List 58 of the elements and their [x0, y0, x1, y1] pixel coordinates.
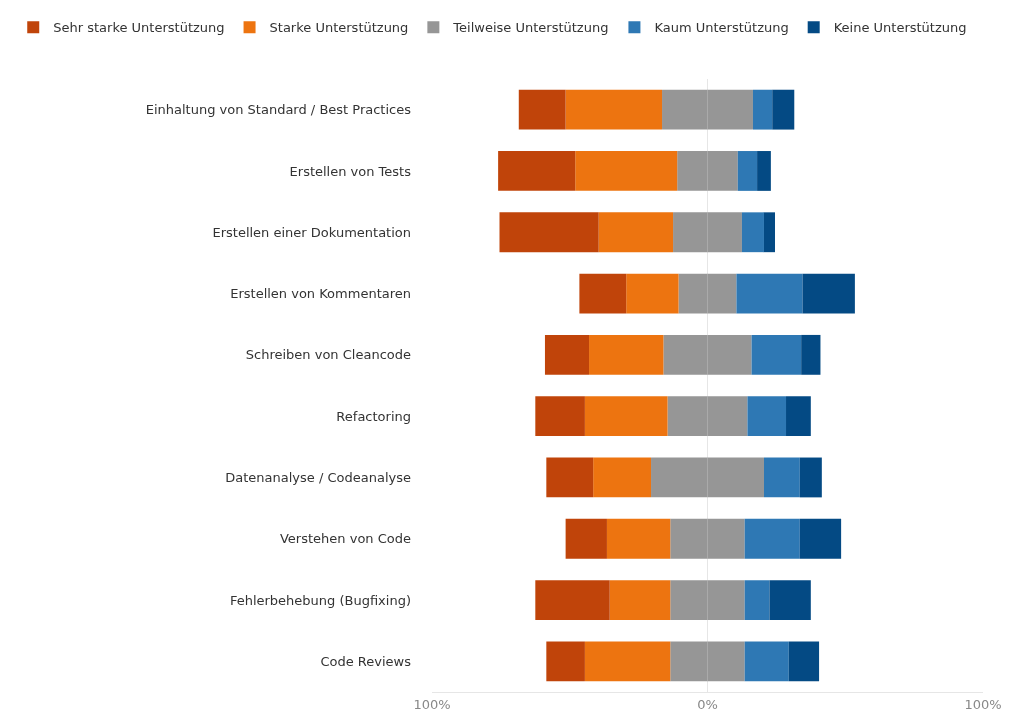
- bar: [751, 334, 802, 375]
- legend-label: Sehr starke Unterstützung: [53, 20, 225, 36]
- y-tick-label: Erstellen von Tests: [289, 163, 412, 179]
- bar: [744, 641, 789, 682]
- bar: [546, 641, 585, 682]
- bar: [752, 89, 773, 130]
- bar: [609, 580, 671, 620]
- bar: [535, 580, 610, 620]
- bar: [802, 273, 855, 314]
- bar: [763, 212, 775, 253]
- y-tick-label: Erstellen einer Dokumentation: [212, 224, 411, 240]
- legend-label: Kaum Unterstützung: [654, 20, 789, 36]
- bar: [584, 641, 671, 682]
- bar: [565, 89, 663, 130]
- bar: [772, 89, 795, 130]
- legend-label: Teilweise Unterstützung: [452, 20, 609, 36]
- bar: [535, 396, 585, 437]
- bar: [799, 457, 822, 498]
- bar: [598, 212, 674, 253]
- legend-label: Keine Unterstützung: [833, 20, 967, 36]
- y-tick-label: Verstehen von Code: [279, 531, 411, 547]
- bar: [546, 457, 594, 498]
- y-tick-label: Fehlerbehebung (Bugfixing): [229, 592, 411, 608]
- bar: [736, 273, 803, 314]
- bar: [744, 518, 800, 559]
- y-tick-label: Datenanalyse / Codeanalyse: [225, 470, 411, 485]
- bar: [763, 457, 800, 498]
- bar: [801, 334, 821, 375]
- y-tick-label: Schreiben von Cleancode: [245, 347, 411, 363]
- bar: [769, 580, 811, 620]
- bar: [799, 518, 842, 559]
- bar: [626, 273, 679, 314]
- bar: [499, 212, 599, 253]
- x-tick-label: 0%: [697, 696, 718, 712]
- y-tick-label: Refactoring: [336, 408, 411, 424]
- bar: [786, 396, 811, 437]
- y-tick-label: Einhaltung von Standard / Best Practices: [145, 102, 412, 118]
- bar: [788, 641, 820, 682]
- legend-label: Starke Unterstützung: [269, 20, 409, 36]
- bar: [593, 457, 652, 498]
- bar: [606, 518, 671, 559]
- bar: [544, 334, 590, 375]
- bar: [565, 518, 607, 559]
- bar: [589, 334, 664, 375]
- y-tick-label: Erstellen von Kommentaren: [230, 286, 411, 302]
- bar: [584, 396, 668, 437]
- x-tick-label: 100%: [413, 696, 451, 712]
- bar: [747, 396, 787, 437]
- bar: [575, 151, 678, 191]
- bar: [498, 151, 576, 191]
- bar: [579, 273, 627, 314]
- bar: [744, 580, 770, 620]
- bar: [518, 89, 566, 130]
- bar: [741, 212, 764, 253]
- bar: [757, 151, 771, 191]
- x-tick-label: 100%: [964, 696, 1002, 712]
- bar: [737, 151, 758, 191]
- y-tick-label: Code Reviews: [320, 653, 412, 669]
